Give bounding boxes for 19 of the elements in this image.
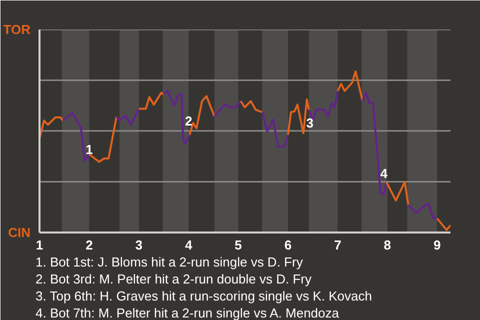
text: TOR bbox=[3, 22, 32, 37]
x-tick-label: 5 bbox=[234, 238, 242, 252]
text: 1. Bot 1st: J. Bloms hit a 2-run single vs D. Fry bbox=[36, 254, 304, 270]
x-tick-label: 9 bbox=[433, 238, 441, 252]
annotation: 4 bbox=[380, 166, 388, 182]
x-tick-label: 1 bbox=[36, 238, 44, 252]
text: CIN bbox=[8, 225, 30, 240]
text: 2. Bot 3rd: M. Pelter hit a 2-run double vs D. Fry bbox=[36, 272, 312, 286]
x-tick-label: 8 bbox=[384, 238, 392, 252]
x-tick-label: 3 bbox=[135, 238, 143, 252]
annotation: 2 bbox=[184, 113, 192, 128]
text: 3. Top 6th: H. Graves hit a run-scoring single vs K. Kovach bbox=[36, 288, 372, 304]
x-tick-label: 6 bbox=[284, 238, 292, 252]
text: 4. Bot 7th: M. Pelter hit a 2-run single vs A. Mendoza bbox=[36, 306, 340, 320]
x-tick-label: 4 bbox=[184, 238, 193, 252]
x-tick-label: 7 bbox=[334, 238, 342, 252]
annotation: 1 bbox=[86, 142, 93, 157]
annotation: 3 bbox=[306, 115, 314, 130]
x-tick-label: 2 bbox=[86, 238, 93, 252]
